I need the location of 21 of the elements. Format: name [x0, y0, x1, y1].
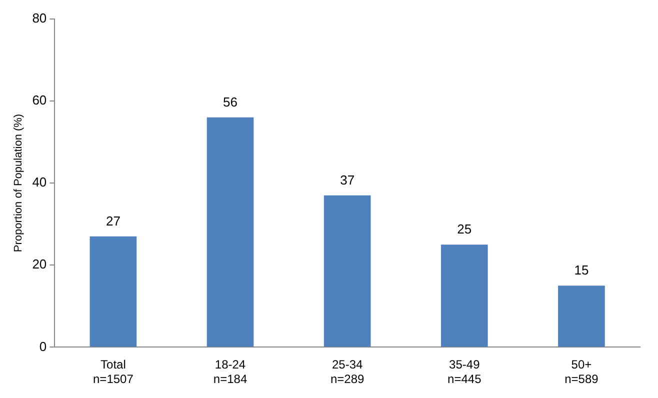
bar [324, 195, 371, 347]
bar [558, 286, 605, 347]
x-tick-label: 35-49 n=445 [448, 358, 482, 386]
bar [440, 244, 488, 347]
x-tick-label: Total n=1507 [93, 358, 134, 386]
data-label: 27 [106, 213, 120, 228]
x-tick-label: 50+ n=589 [564, 358, 599, 386]
x-tick-label: 18-24 n=184 [213, 358, 248, 386]
y-tick-label: 40 [32, 174, 47, 190]
x-tick-label: 25-34 n=289 [330, 358, 365, 386]
y-axis-title: Proportion of Population (%) [12, 114, 25, 252]
bar [90, 236, 137, 347]
y-tick-label: 60 [32, 92, 47, 108]
data-label: 56 [223, 94, 238, 110]
data-label: 25 [457, 222, 472, 237]
y-tick-label: 0 [39, 338, 47, 354]
data-label: 15 [574, 262, 589, 278]
data-label: 37 [340, 172, 355, 188]
y-tick-label: 20 [32, 256, 47, 272]
bar [206, 117, 254, 347]
y-tick-label: 80 [32, 10, 47, 26]
